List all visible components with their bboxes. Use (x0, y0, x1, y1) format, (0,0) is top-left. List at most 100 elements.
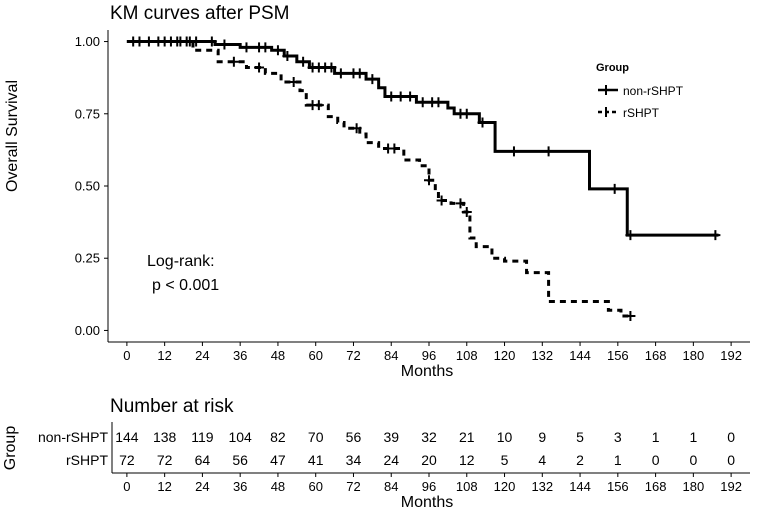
risk-x-tick-label: 72 (346, 479, 360, 494)
risk-x-tick-label: 60 (308, 479, 322, 494)
censor-mark-rshpt (288, 77, 299, 87)
x-tick-label: 60 (308, 348, 322, 363)
censor-mark-non-rshpt (219, 39, 230, 50)
risk-cell-non-rshpt: 21 (459, 429, 475, 445)
x-tick-label: 144 (569, 348, 591, 363)
risk-x-tick-label: 180 (683, 479, 705, 494)
risk-cell-non-rshpt: 138 (153, 429, 177, 445)
censor-mark-non-rshpt (241, 42, 252, 53)
x-tick-label: 168 (645, 348, 667, 363)
risk-table-y-title: Group (2, 426, 19, 471)
risk-cell-non-rshpt: 10 (497, 429, 513, 445)
y-axis-title: Overall Survival (4, 80, 21, 192)
risk-cell-rshpt: 4 (538, 452, 546, 468)
y-tick-label: 0.50 (75, 179, 100, 194)
risk-cell-rshpt: 47 (270, 452, 286, 468)
censor-mark-non-rshpt (326, 62, 337, 73)
risk-cell-rshpt: 1 (614, 452, 622, 468)
x-tick-label: 0 (123, 348, 130, 363)
risk-row-label-rshpt: rSHPT (66, 452, 108, 468)
censor-mark-non-rshpt (354, 68, 365, 79)
risk-cell-non-rshpt: 1 (652, 429, 660, 445)
risk-cell-rshpt: 41 (308, 452, 324, 468)
risk-x-tick-label: 84 (384, 479, 398, 494)
x-tick-label: 12 (157, 348, 171, 363)
censor-mark-non-rshpt (433, 97, 444, 108)
x-tick-label: 72 (346, 348, 360, 363)
censor-mark-non-rshpt (298, 56, 309, 67)
censor-mark-non-rshpt (710, 230, 721, 241)
censor-mark-rshpt (228, 56, 239, 67)
censor-mark-rshpt (254, 62, 265, 73)
curve-rshpt (126, 40, 631, 318)
x-axis-ticks: 0 12 24 36 48 60 72 84 96 108 120 132 144 156 168 180 19… (123, 342, 742, 363)
risk-cell-non-rshpt: 0 (727, 429, 735, 445)
risk-x-tick-label: 0 (123, 479, 130, 494)
censor-mark-non-rshpt (260, 42, 271, 53)
risk-cell-rshpt: 24 (383, 452, 399, 468)
y-tick-label: 0.25 (75, 251, 100, 266)
censor-mark-non-rshpt (335, 68, 346, 79)
censor-mark-non-rshpt (609, 183, 620, 194)
x-axis-title: Months (401, 363, 453, 380)
risk-x-tick-label: 132 (531, 479, 553, 494)
risk-x-tick-label: 24 (195, 479, 209, 494)
chart-title: KM curves after PSM (110, 3, 290, 24)
risk-cell-non-rshpt: 1 (689, 429, 697, 445)
risk-table-x-ticks: 0 12 24 36 48 60 72 84 96 108 120 132 144 156 168 180 19… (123, 473, 742, 494)
x-tick-label: 180 (683, 348, 705, 363)
y-tick-label: 0.00 (75, 323, 100, 338)
log-rank-label: Log-rank: (147, 253, 215, 270)
risk-cell-rshpt: 12 (459, 452, 475, 468)
risk-cell-rshpt: 72 (119, 452, 135, 468)
censor-mark-rshpt (313, 100, 324, 111)
legend: Group non-rSHPT rSHPT (596, 62, 684, 120)
censor-mark-non-rshpt (461, 108, 472, 119)
censor-mark-non-rshpt (625, 230, 636, 241)
risk-cell-non-rshpt: 144 (115, 429, 139, 445)
legend-title: Group (596, 62, 629, 74)
risk-x-tick-label: 168 (645, 479, 667, 494)
censor-mark-non-rshpt (405, 91, 416, 102)
risk-x-tick-label: 144 (569, 479, 591, 494)
risk-cell-rshpt: 72 (157, 452, 173, 468)
x-tick-label: 156 (607, 348, 629, 363)
censor-mark-rshpt (625, 311, 636, 321)
risk-x-tick-label: 12 (157, 479, 171, 494)
risk-cell-non-rshpt: 70 (308, 429, 324, 445)
censor-mark-non-rshpt (395, 91, 406, 102)
censor-mark-non-rshpt (367, 74, 378, 85)
x-tick-label: 132 (531, 348, 553, 363)
x-tick-label: 24 (195, 348, 209, 363)
legend-keys (598, 85, 618, 117)
risk-cell-non-rshpt: 32 (421, 429, 437, 445)
risk-table-cells: 144 138 119 104 82 70 56 39 32 21 10 9 5 3 1 1 072 72 64 56… (115, 429, 735, 468)
censor-mark-non-rshpt (272, 45, 283, 56)
risk-x-tick-label: 96 (422, 479, 436, 494)
risk-cell-rshpt: 34 (346, 452, 362, 468)
risk-cell-rshpt: 0 (689, 452, 697, 468)
censor-mark-non-rshpt (477, 117, 488, 128)
risk-cell-non-rshpt: 9 (538, 429, 546, 445)
x-tick-label: 96 (422, 348, 436, 363)
risk-cell-non-rshpt: 3 (614, 429, 622, 445)
risk-cell-rshpt: 0 (727, 452, 735, 468)
legend-label-non-rshpt: non-rSHPT (623, 84, 684, 98)
x-tick-label: 192 (720, 348, 742, 363)
censor-mark-non-rshpt (417, 97, 428, 108)
risk-cell-non-rshpt: 82 (270, 429, 286, 445)
y-axis-ticks: 0.00 0.25 0.50 0.75 1.00 (75, 34, 108, 338)
risk-table-title: Number at risk (110, 396, 234, 417)
censor-mark-rshpt (351, 123, 362, 134)
x-tick-label: 108 (456, 348, 478, 363)
y-tick-label: 1.00 (75, 34, 100, 49)
risk-cell-rshpt: 5 (501, 452, 509, 468)
censor-mark-rshpt (424, 175, 434, 186)
curve-non-rshpt (126, 40, 719, 237)
risk-cell-non-rshpt: 5 (576, 429, 584, 445)
x-tick-label: 48 (271, 348, 285, 363)
risk-cell-rshpt: 0 (652, 452, 660, 468)
risk-cell-non-rshpt: 39 (383, 429, 399, 445)
risk-cell-rshpt: 64 (195, 452, 211, 468)
